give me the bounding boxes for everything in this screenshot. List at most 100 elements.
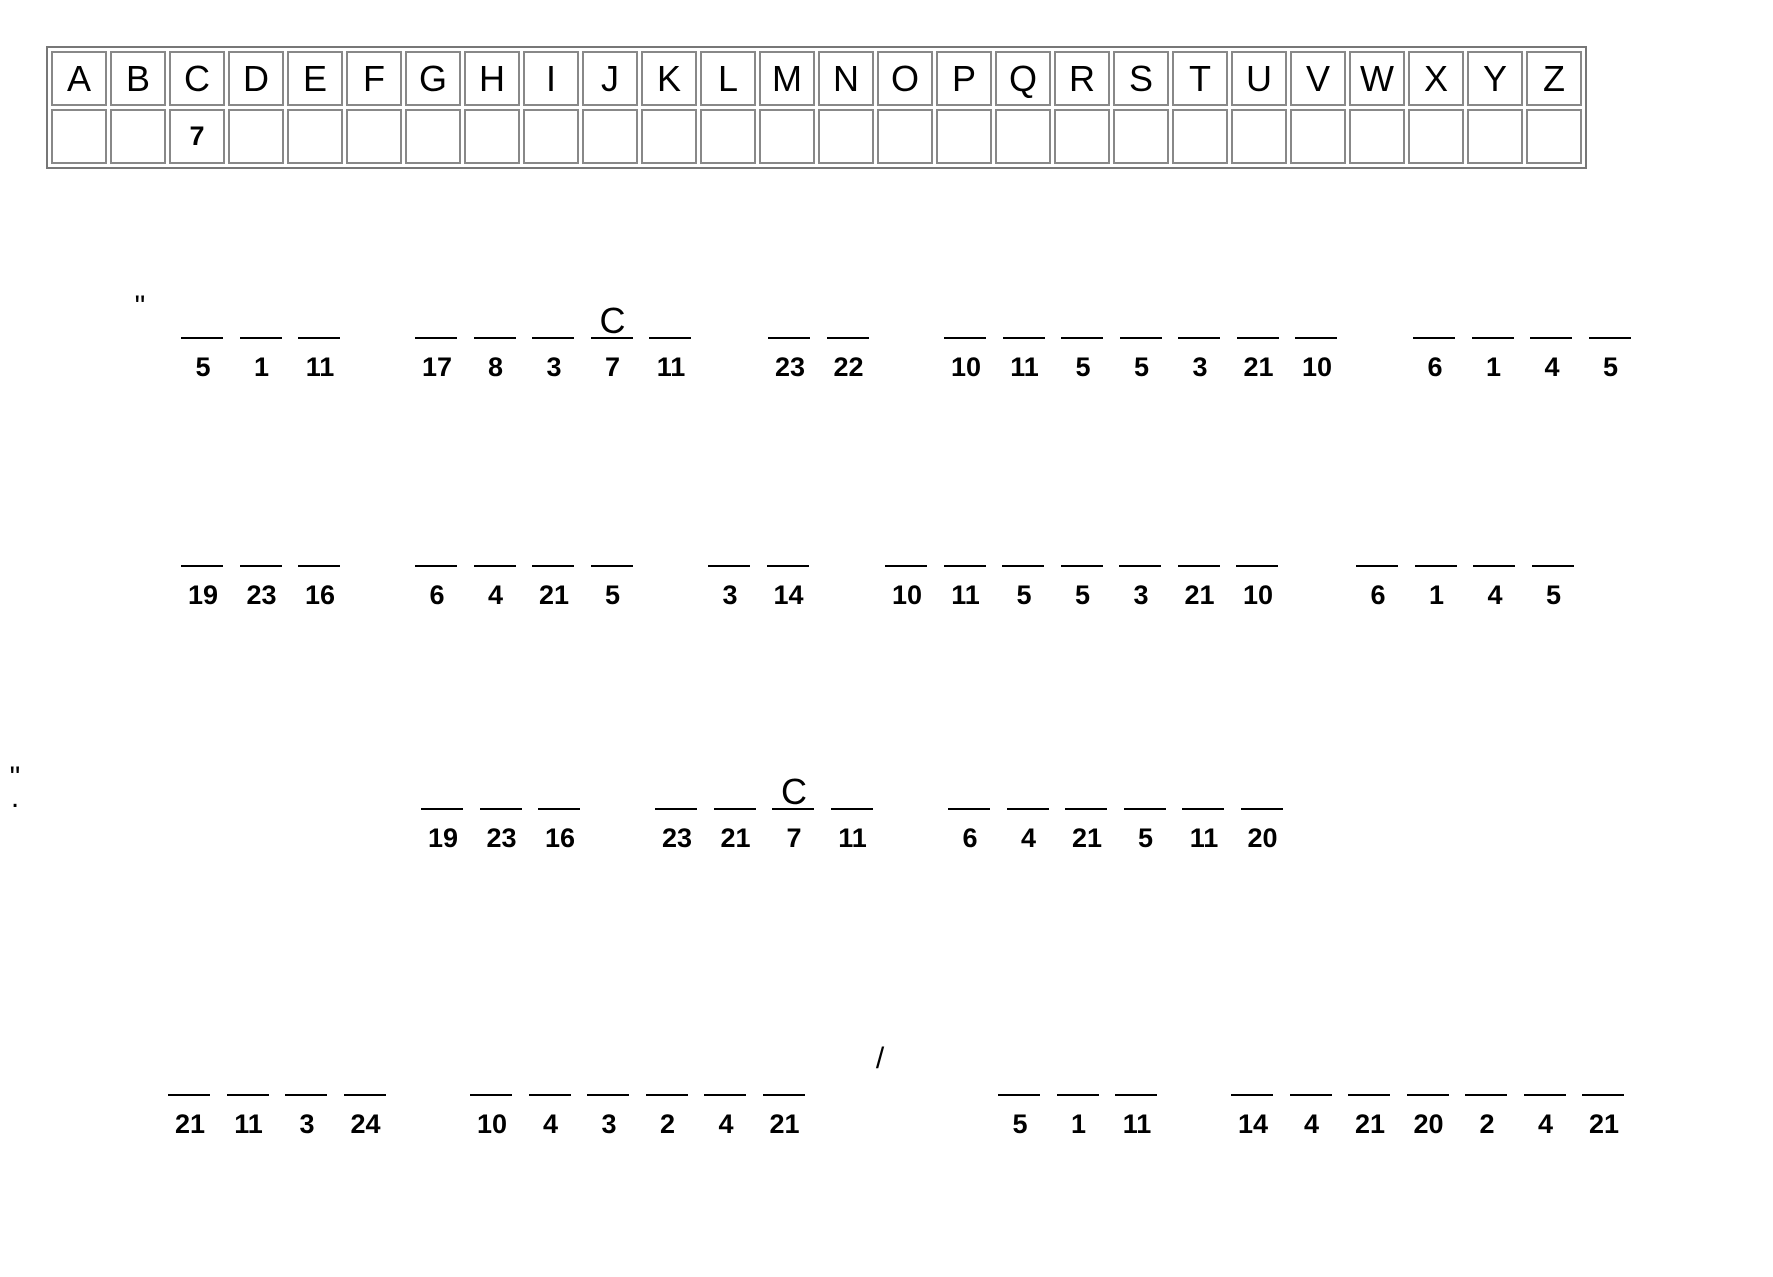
cipher-cell[interactable]: 8 [471, 300, 521, 410]
cipher-cell[interactable]: 21 [711, 771, 761, 881]
answer-blank[interactable] [226, 1094, 269, 1096]
answer-blank[interactable] [587, 1094, 629, 1096]
cipher-cell[interactable]: 4 [1470, 528, 1520, 638]
answer-blank[interactable] [1065, 808, 1107, 810]
answer-blank[interactable] [298, 565, 340, 567]
answer-blank[interactable] [239, 337, 282, 339]
cipher-cell[interactable]: 11 [224, 1057, 274, 1167]
answer-blank[interactable] [1060, 565, 1103, 567]
cipher-cell[interactable]: 20 [1404, 1057, 1454, 1167]
cipher-cell[interactable]: 2 [643, 1057, 693, 1167]
cipher-cell[interactable]: 10 [1292, 300, 1342, 410]
answer-blank[interactable] [1523, 1094, 1566, 1096]
answer-blank[interactable] [415, 337, 457, 339]
answer-blank[interactable] [532, 565, 574, 567]
cipher-cell[interactable]: 5 [588, 528, 638, 638]
cipher-cell[interactable]: 16 [295, 528, 345, 638]
cipher-cell[interactable]: 21 [165, 1057, 215, 1167]
key-value-l[interactable] [700, 109, 756, 164]
answer-blank[interactable] [948, 808, 990, 810]
cipher-cell[interactable]: 23 [237, 528, 287, 638]
answer-blank[interactable] [1414, 565, 1457, 567]
cipher-cell[interactable]: 5 [1586, 300, 1636, 410]
key-value-s[interactable] [1113, 109, 1169, 164]
cipher-cell[interactable]: 5 [1529, 528, 1579, 638]
key-value-d[interactable] [228, 109, 284, 164]
cipher-cell[interactable]: 16 [535, 771, 585, 881]
answer-blank[interactable] [473, 337, 516, 339]
answer-blank[interactable] [532, 337, 574, 339]
answer-blank[interactable] [1177, 565, 1220, 567]
key-value-u[interactable] [1231, 109, 1287, 164]
answer-blank[interactable] [415, 565, 457, 567]
cipher-cell[interactable]: 17 [412, 300, 462, 410]
key-value-x[interactable] [1408, 109, 1464, 164]
answer-blank[interactable] [181, 337, 223, 339]
cipher-cell[interactable]: 23 [765, 300, 815, 410]
cipher-cell[interactable]: 21 [1062, 771, 1112, 881]
cipher-cell[interactable]: 1 [237, 300, 287, 410]
key-value-t[interactable] [1172, 109, 1228, 164]
answer-blank[interactable] [298, 337, 340, 339]
answer-blank[interactable] [1178, 337, 1220, 339]
key-value-j[interactable] [582, 109, 638, 164]
answer-blank[interactable] [1289, 1094, 1332, 1096]
answer-blank[interactable] [762, 1094, 805, 1096]
cipher-cell[interactable]: 11 [295, 300, 345, 410]
answer-blank[interactable] [1530, 337, 1572, 339]
answer-blank[interactable] [944, 337, 986, 339]
cipher-cell[interactable]: 4 [526, 1057, 576, 1167]
cipher-cell[interactable]: 3 [705, 528, 755, 638]
answer-blank[interactable] [590, 337, 633, 339]
cipher-cell[interactable]: 4 [1521, 1057, 1571, 1167]
answer-blank[interactable] [538, 808, 580, 810]
answer-blank[interactable] [343, 1094, 386, 1096]
cipher-cell[interactable]: 2 [1462, 1057, 1512, 1167]
cipher-cell[interactable]: 11 [828, 771, 878, 881]
cipher-cell[interactable]: 21 [1345, 1057, 1395, 1167]
answer-blank[interactable] [766, 565, 809, 567]
answer-blank[interactable] [590, 565, 633, 567]
answer-blank[interactable] [1465, 1094, 1507, 1096]
cipher-cell[interactable]: 5 [995, 1057, 1045, 1167]
cipher-cell[interactable]: 5 [999, 528, 1049, 638]
cipher-cell[interactable]: 23 [477, 771, 527, 881]
key-value-q[interactable] [995, 109, 1051, 164]
answer-blank[interactable] [645, 1094, 688, 1096]
answer-blank[interactable] [1413, 337, 1455, 339]
answer-blank[interactable] [1588, 337, 1631, 339]
key-value-w[interactable] [1349, 109, 1405, 164]
cipher-cell[interactable]: 14 [764, 528, 814, 638]
answer-blank[interactable] [1061, 337, 1103, 339]
cipher-cell[interactable]: 24 [341, 1057, 391, 1167]
cipher-cell[interactable]: 10 [882, 528, 932, 638]
cipher-cell[interactable]: 21 [1579, 1057, 1629, 1167]
answer-blank[interactable] [1471, 337, 1514, 339]
cipher-cell[interactable]: 5 [1058, 300, 1108, 410]
cipher-cell[interactable]: 19 [418, 771, 468, 881]
cipher-cell[interactable]: 11 [1179, 771, 1229, 881]
key-value-k[interactable] [641, 109, 697, 164]
cipher-cell[interactable]: 3 [1175, 300, 1225, 410]
cipher-cell[interactable]: 1 [1412, 528, 1462, 638]
answer-blank[interactable] [470, 1094, 512, 1096]
key-value-i[interactable] [523, 109, 579, 164]
cipher-cell[interactable]: 3 [1116, 528, 1166, 638]
answer-blank[interactable] [1240, 808, 1283, 810]
answer-blank[interactable] [473, 565, 516, 567]
cipher-cell[interactable]: 21 [529, 528, 579, 638]
key-value-g[interactable] [405, 109, 461, 164]
answer-blank[interactable] [826, 337, 869, 339]
answer-blank[interactable] [421, 808, 463, 810]
answer-blank[interactable] [1236, 337, 1279, 339]
cipher-cell[interactable]: 4 [1527, 300, 1577, 410]
cipher-cell[interactable]: 6 [1410, 300, 1460, 410]
cipher-cell[interactable]: 21 [760, 1057, 810, 1167]
answer-blank[interactable] [168, 1094, 210, 1096]
key-value-n[interactable] [818, 109, 874, 164]
cipher-cell[interactable]: 10 [467, 1057, 517, 1167]
answer-blank[interactable] [830, 808, 873, 810]
cipher-cell[interactable]: 1 [1469, 300, 1519, 410]
answer-blank[interactable] [239, 565, 282, 567]
answer-blank[interactable] [1002, 565, 1044, 567]
